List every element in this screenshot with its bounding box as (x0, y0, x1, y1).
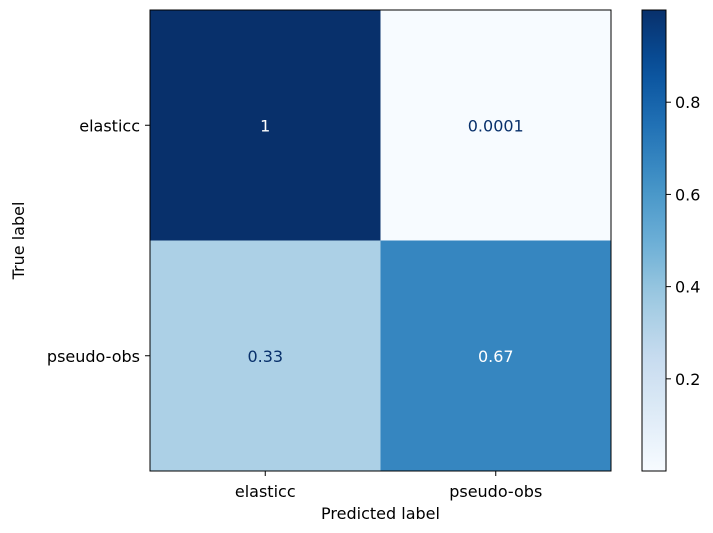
colorbar-ticks: 0.2 0.4 0.6 0.8 (666, 93, 700, 389)
plot-frame (149, 9, 612, 472)
colorbar-tick-label: 0.8 (675, 93, 700, 112)
x-axis-label: Predicted label (321, 504, 440, 523)
heatmap-cell (150, 10, 381, 241)
cell-value-label: 0.33 (247, 347, 283, 366)
heatmap-cell (380, 240, 611, 471)
cell-labels: 1 0.0001 0.33 0.67 (247, 116, 523, 366)
cell-value-label: 0.67 (478, 347, 514, 366)
colorbar (641, 9, 667, 472)
y-axis-ticks: elasticc pseudo-obs (47, 116, 150, 366)
colorbar-tick-label: 0.4 (675, 278, 700, 297)
colorbar-tick-label: 0.6 (675, 185, 700, 204)
heatmap-cell (380, 10, 611, 241)
x-axis-ticks: elasticc pseudo-obs (235, 471, 542, 501)
cell-value-label: 1 (260, 116, 270, 135)
y-tick-label: elasticc (79, 116, 140, 135)
y-axis-label: True label (9, 202, 28, 281)
x-tick-label: pseudo-obs (449, 482, 542, 501)
heatmap-cells (150, 10, 611, 471)
colorbar-tick-label: 0.2 (675, 370, 700, 389)
x-tick-label: elasticc (235, 482, 296, 501)
heatmap-cell (150, 240, 381, 471)
y-tick-label: pseudo-obs (47, 347, 140, 366)
cell-value-label: 0.0001 (468, 116, 524, 135)
